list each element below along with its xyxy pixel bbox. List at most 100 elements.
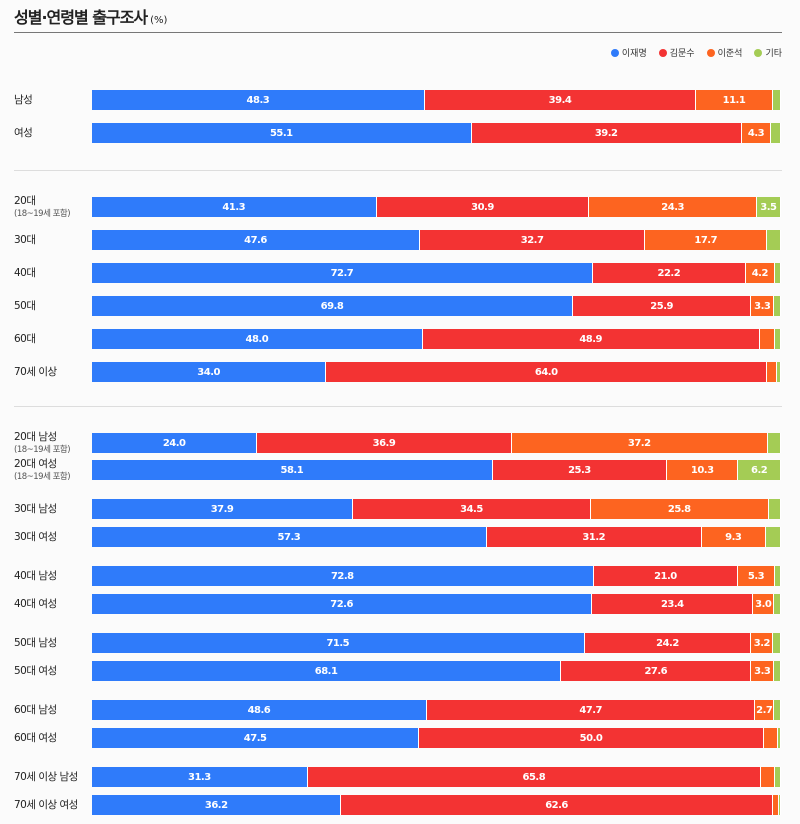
row-label-text: 40대 남성 bbox=[14, 570, 57, 582]
bar-segment-기타 bbox=[776, 362, 781, 382]
stacked-bar: 72.8 21.0 5.3 bbox=[92, 566, 781, 586]
bar-segment-이재명: 57.3 bbox=[92, 527, 487, 547]
bar-segment-이준석: 10.3 bbox=[667, 460, 739, 480]
row-label-text: 30대 남성 bbox=[14, 503, 57, 515]
bar-segment-기타 bbox=[774, 594, 781, 614]
row-label: 30대 남성 bbox=[14, 503, 57, 516]
bar-segment-기타 bbox=[774, 296, 781, 316]
bar-segment-김문수: 22.2 bbox=[592, 263, 746, 283]
legend-label: 김문수 bbox=[669, 49, 695, 59]
bar-segment-이재명: 69.8 bbox=[92, 296, 573, 316]
row-label: 30대 여성 bbox=[14, 531, 57, 544]
row-label: 60대 남성 bbox=[14, 704, 57, 717]
bar-segment-이준석: 5.3 bbox=[738, 566, 775, 586]
stacked-bar: 68.1 27.6 3.3 bbox=[92, 661, 781, 681]
stacked-bar: 71.5 24.2 3.2 bbox=[92, 633, 781, 653]
legend-label: 이준석 bbox=[717, 49, 743, 59]
row-label: 남성 bbox=[14, 94, 33, 107]
bar-segment-김문수: 64.0 bbox=[326, 362, 768, 382]
bar-segment-기타 bbox=[778, 795, 781, 815]
row-label-text: 50대 bbox=[14, 300, 36, 312]
bar-segment-이준석: 3.2 bbox=[751, 633, 774, 653]
row-label: 20대 남성 (18~19세 포함) bbox=[14, 431, 71, 457]
bar-segment-이재명: 72.6 bbox=[92, 594, 593, 614]
row-label-text: 20대 남성 bbox=[14, 431, 57, 443]
bar-segment-김문수: 34.5 bbox=[353, 499, 591, 519]
bar-segment-이재명: 37.9 bbox=[92, 499, 354, 519]
row-label-text: 20대 여성 bbox=[14, 458, 57, 470]
bar-segment-이재명: 36.2 bbox=[92, 795, 342, 815]
legend-dot-icon bbox=[754, 48, 763, 57]
bar-segment-이준석: 24.3 bbox=[589, 197, 757, 217]
stacked-bar: 37.9 34.5 25.8 bbox=[92, 499, 781, 519]
stacked-bar: 31.3 65.8 bbox=[92, 767, 781, 787]
legend-dot-icon bbox=[706, 48, 715, 57]
row-label: 60대 여성 bbox=[14, 732, 57, 745]
stacked-bar: 72.7 22.2 4.2 bbox=[92, 263, 781, 283]
bar-segment-김문수: 39.4 bbox=[424, 90, 697, 110]
chart-title: 성별·연령별 출구조사 (%) bbox=[14, 4, 167, 28]
bar-segment-이준석 bbox=[761, 767, 775, 787]
row-label: 30대 bbox=[14, 234, 36, 247]
bar-segment-기타 bbox=[774, 700, 781, 720]
legend-item: 이재명 bbox=[610, 46, 647, 59]
bar-segment-이재명: 58.1 bbox=[92, 460, 493, 480]
title-rule bbox=[14, 32, 782, 33]
row-label: 40대 남성 bbox=[14, 570, 57, 583]
bar-segment-이준석: 3.0 bbox=[753, 594, 775, 614]
stacked-bar: 24.0 36.9 37.2 bbox=[92, 433, 781, 453]
bar-segment-이준석: 37.2 bbox=[511, 433, 768, 453]
bar-segment-김문수: 24.2 bbox=[584, 633, 752, 653]
row-label-text: 40대 여성 bbox=[14, 598, 57, 610]
bar-segment-기타: 3.5 bbox=[756, 197, 781, 217]
row-label: 40대 여성 bbox=[14, 598, 57, 611]
row-label-note: (18~19세 포함) bbox=[14, 472, 71, 482]
row-label-text: 70세 이상 여성 bbox=[14, 799, 78, 811]
bar-segment-이재명: 72.7 bbox=[92, 263, 593, 283]
legend-item: 기타 bbox=[754, 46, 782, 59]
row-label-text: 70세 이상 bbox=[14, 366, 57, 378]
bar-segment-이준석: 3.3 bbox=[751, 296, 775, 316]
bar-segment-기타 bbox=[767, 433, 781, 453]
bar-segment-김문수: 27.6 bbox=[561, 661, 752, 681]
bar-segment-김문수: 23.4 bbox=[592, 594, 754, 614]
legend-label: 이재명 bbox=[621, 49, 647, 59]
bar-segment-이재명: 48.3 bbox=[92, 90, 425, 110]
row-label: 70세 이상 여성 bbox=[14, 799, 78, 812]
stacked-bar: 58.1 25.3 10.3 6.2 bbox=[92, 460, 781, 480]
bar-segment-김문수: 62.6 bbox=[341, 795, 773, 815]
bar-segment-이준석 bbox=[763, 728, 778, 748]
row-label-text: 60대 bbox=[14, 333, 36, 345]
row-label-text: 20대 bbox=[14, 195, 36, 207]
row-label-text: 30대 여성 bbox=[14, 531, 57, 543]
stacked-bar: 48.3 39.4 11.1 bbox=[92, 90, 781, 110]
row-label: 70세 이상 남성 bbox=[14, 771, 78, 784]
bar-segment-기타: 6.2 bbox=[738, 460, 781, 480]
bar-segment-이준석: 4.3 bbox=[741, 123, 772, 143]
bar-segment-김문수: 30.9 bbox=[376, 197, 590, 217]
bar-segment-이준석: 4.2 bbox=[745, 263, 775, 283]
stacked-bar: 36.2 62.6 bbox=[92, 795, 781, 815]
bar-segment-기타 bbox=[774, 263, 781, 283]
bar-segment-이준석 bbox=[759, 329, 776, 349]
bar-segment-김문수: 36.9 bbox=[257, 433, 512, 453]
title-text: 성별·연령별 출구조사 bbox=[14, 8, 148, 27]
row-label: 50대 bbox=[14, 300, 36, 313]
legend-label: 기타 bbox=[765, 49, 782, 59]
row-label-text: 60대 남성 bbox=[14, 704, 57, 716]
row-label-text: 70세 이상 남성 bbox=[14, 771, 78, 783]
row-label: 20대 여성 (18~19세 포함) bbox=[14, 458, 71, 484]
stacked-bar: 34.0 64.0 bbox=[92, 362, 781, 382]
bar-segment-기타 bbox=[777, 728, 781, 748]
bar-segment-기타 bbox=[774, 566, 781, 586]
row-label: 50대 남성 bbox=[14, 637, 57, 650]
row-label-text: 50대 여성 bbox=[14, 665, 57, 677]
bar-segment-김문수: 31.2 bbox=[486, 527, 702, 547]
bar-segment-이준석: 11.1 bbox=[696, 90, 773, 110]
row-label-text: 남성 bbox=[14, 94, 33, 106]
bar-segment-기타 bbox=[771, 123, 781, 143]
bar-segment-이준석: 17.7 bbox=[645, 230, 768, 250]
bar-segment-이재명: 48.6 bbox=[92, 700, 427, 720]
bar-segment-이준석 bbox=[767, 362, 777, 382]
